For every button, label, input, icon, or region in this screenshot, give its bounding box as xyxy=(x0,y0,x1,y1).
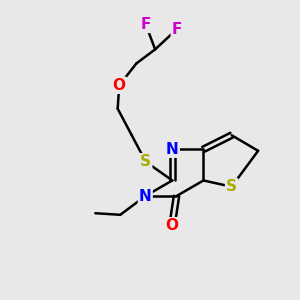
Text: S: S xyxy=(140,154,151,169)
Text: O: O xyxy=(166,218,178,233)
Text: N: N xyxy=(166,142,179,157)
Text: O: O xyxy=(113,78,126,93)
Text: F: F xyxy=(141,17,151,32)
Text: S: S xyxy=(226,179,237,194)
Text: F: F xyxy=(172,22,182,37)
Text: N: N xyxy=(139,189,152,204)
